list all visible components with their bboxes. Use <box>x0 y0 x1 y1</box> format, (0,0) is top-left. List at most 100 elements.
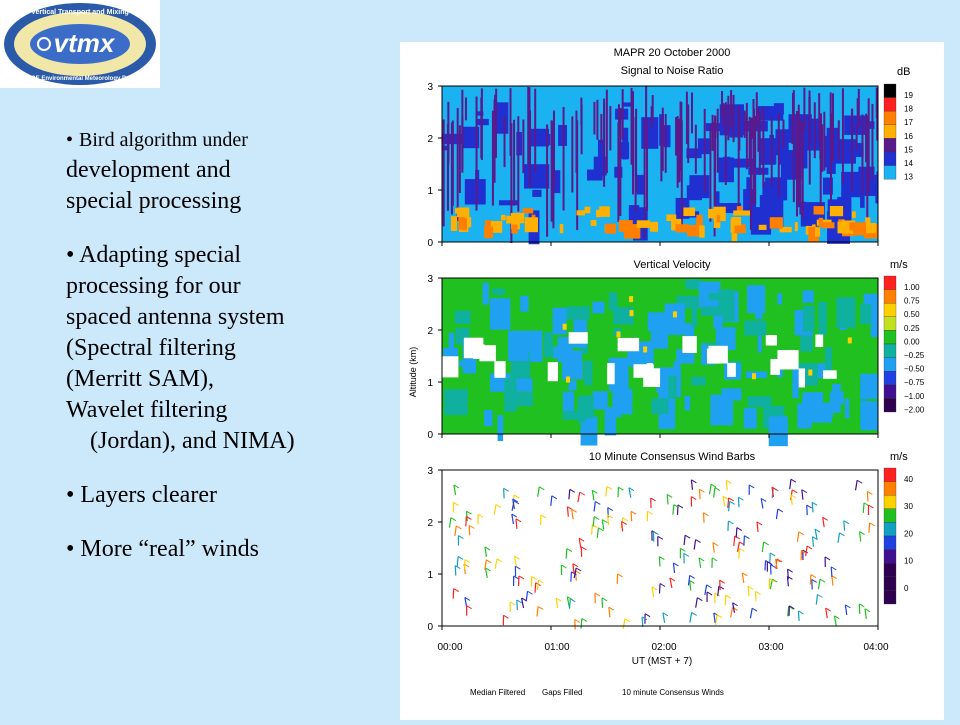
y-tick: 2 <box>427 326 433 337</box>
velocity-gap <box>647 363 653 373</box>
snr-streak <box>596 100 598 140</box>
snr-streak <box>632 91 634 194</box>
snr-patch <box>696 215 702 226</box>
x-tick: 03:00 <box>758 642 783 653</box>
colorbar-label: 40 <box>904 475 913 484</box>
colorbar-label: 20 <box>904 529 913 538</box>
velocity-patch <box>490 298 510 329</box>
snr-streak <box>563 107 565 211</box>
snr-streak <box>593 102 595 135</box>
x-tick: 00:00 <box>437 642 462 653</box>
snr-patch <box>723 157 730 178</box>
velocity-gap <box>682 336 696 353</box>
colorbar-swatch <box>884 482 896 496</box>
snr-patch <box>484 227 493 239</box>
panel-title: 10 Minute Consensus Wind Barbs <box>589 451 756 463</box>
wind-barb <box>566 549 567 559</box>
snr-streak <box>571 116 573 192</box>
snr-patch <box>458 217 464 229</box>
wind-barb <box>455 566 456 576</box>
snr-streak <box>646 118 648 211</box>
velocity-patch <box>484 410 492 426</box>
bullet-item: • Layers clearer <box>66 480 366 511</box>
colorbar-unit: m/s <box>890 259 908 271</box>
y-tick: 0 <box>427 238 433 249</box>
colorbar-swatch <box>884 509 896 523</box>
colorbar-label: 0.50 <box>904 310 920 319</box>
snr-streak <box>744 110 746 131</box>
colorbar-swatch <box>884 590 896 604</box>
y-tick: 2 <box>427 518 433 529</box>
snr-streak <box>861 114 863 194</box>
velocity-patch <box>455 311 471 324</box>
velocity-patch <box>860 304 871 324</box>
snr-streak <box>733 95 735 142</box>
colorbar-label: −0.25 <box>904 351 925 360</box>
colorbar-label: −0.75 <box>904 378 925 387</box>
snr-patch <box>451 216 457 231</box>
velocity-patch <box>692 308 698 327</box>
velocity-patch <box>830 392 844 405</box>
colorbar-label: 30 <box>904 502 913 511</box>
bullet-marker: • <box>66 536 74 562</box>
wind-barb <box>739 548 740 558</box>
velocity-patch <box>648 312 671 331</box>
colorbar-label: −2.00 <box>904 405 925 414</box>
snr-patch <box>852 211 856 218</box>
vtmx-logo: vtmx Vertical Transport and Mixing U.S. … <box>0 0 160 88</box>
colorbar-label: 0.75 <box>904 297 920 306</box>
snr-streak <box>461 117 463 169</box>
wind-barb <box>571 572 572 582</box>
wind-barb <box>744 536 745 546</box>
velocity-patch <box>701 306 721 315</box>
snr-patch <box>585 207 591 214</box>
velocity-gap <box>799 368 805 387</box>
snr-streak <box>704 109 706 193</box>
snr-streak <box>678 119 680 182</box>
snr-streak <box>457 108 459 221</box>
colorbar-label: −1.00 <box>904 392 925 401</box>
y-tick: 1 <box>427 570 433 581</box>
colorbar-label: 10 <box>904 557 913 566</box>
snr-streak <box>617 122 619 222</box>
velocity-patch <box>616 331 620 337</box>
velocity-patch <box>860 401 878 430</box>
velocity-patch <box>673 311 677 317</box>
bullet-item: • Bird algorithm under development and s… <box>66 124 366 217</box>
snr-streak <box>494 95 496 151</box>
colorbar-unit: m/s <box>890 451 908 463</box>
colorbar-swatch <box>884 385 896 399</box>
colorbar-label: 17 <box>904 118 913 127</box>
wind-barb <box>660 584 661 594</box>
velocity-patch <box>520 296 528 312</box>
panel-title: Signal to Noise Ratio <box>621 65 724 77</box>
wind-barb <box>812 502 813 512</box>
velocity-patch <box>584 361 592 386</box>
colorbar-label: 18 <box>904 105 913 114</box>
snr-patch <box>501 215 506 220</box>
snr-streak <box>513 120 515 206</box>
snr-patch <box>465 179 486 204</box>
snr-streak <box>753 109 755 194</box>
velocity-patch <box>746 371 767 378</box>
wind-barb <box>517 600 518 610</box>
velocity-patch <box>836 297 855 328</box>
colorbar-label: 19 <box>904 91 913 100</box>
snr-streak <box>551 120 553 221</box>
velocity-gap <box>442 356 458 377</box>
snr-patch <box>637 175 645 195</box>
snr-streak <box>609 106 611 150</box>
snr-patch <box>830 206 843 216</box>
snr-streak <box>792 93 794 120</box>
velocity-patch <box>818 302 826 335</box>
snr-patch <box>485 220 491 228</box>
velocity-patch <box>803 290 814 302</box>
wind-barb <box>659 557 660 567</box>
wind-barb <box>765 560 766 570</box>
snr-streak <box>725 102 727 185</box>
colorbar-label: 1.00 <box>904 283 920 292</box>
velocity-patch <box>797 403 811 428</box>
colorbar-swatch <box>884 344 896 358</box>
snr-streak <box>600 114 602 143</box>
